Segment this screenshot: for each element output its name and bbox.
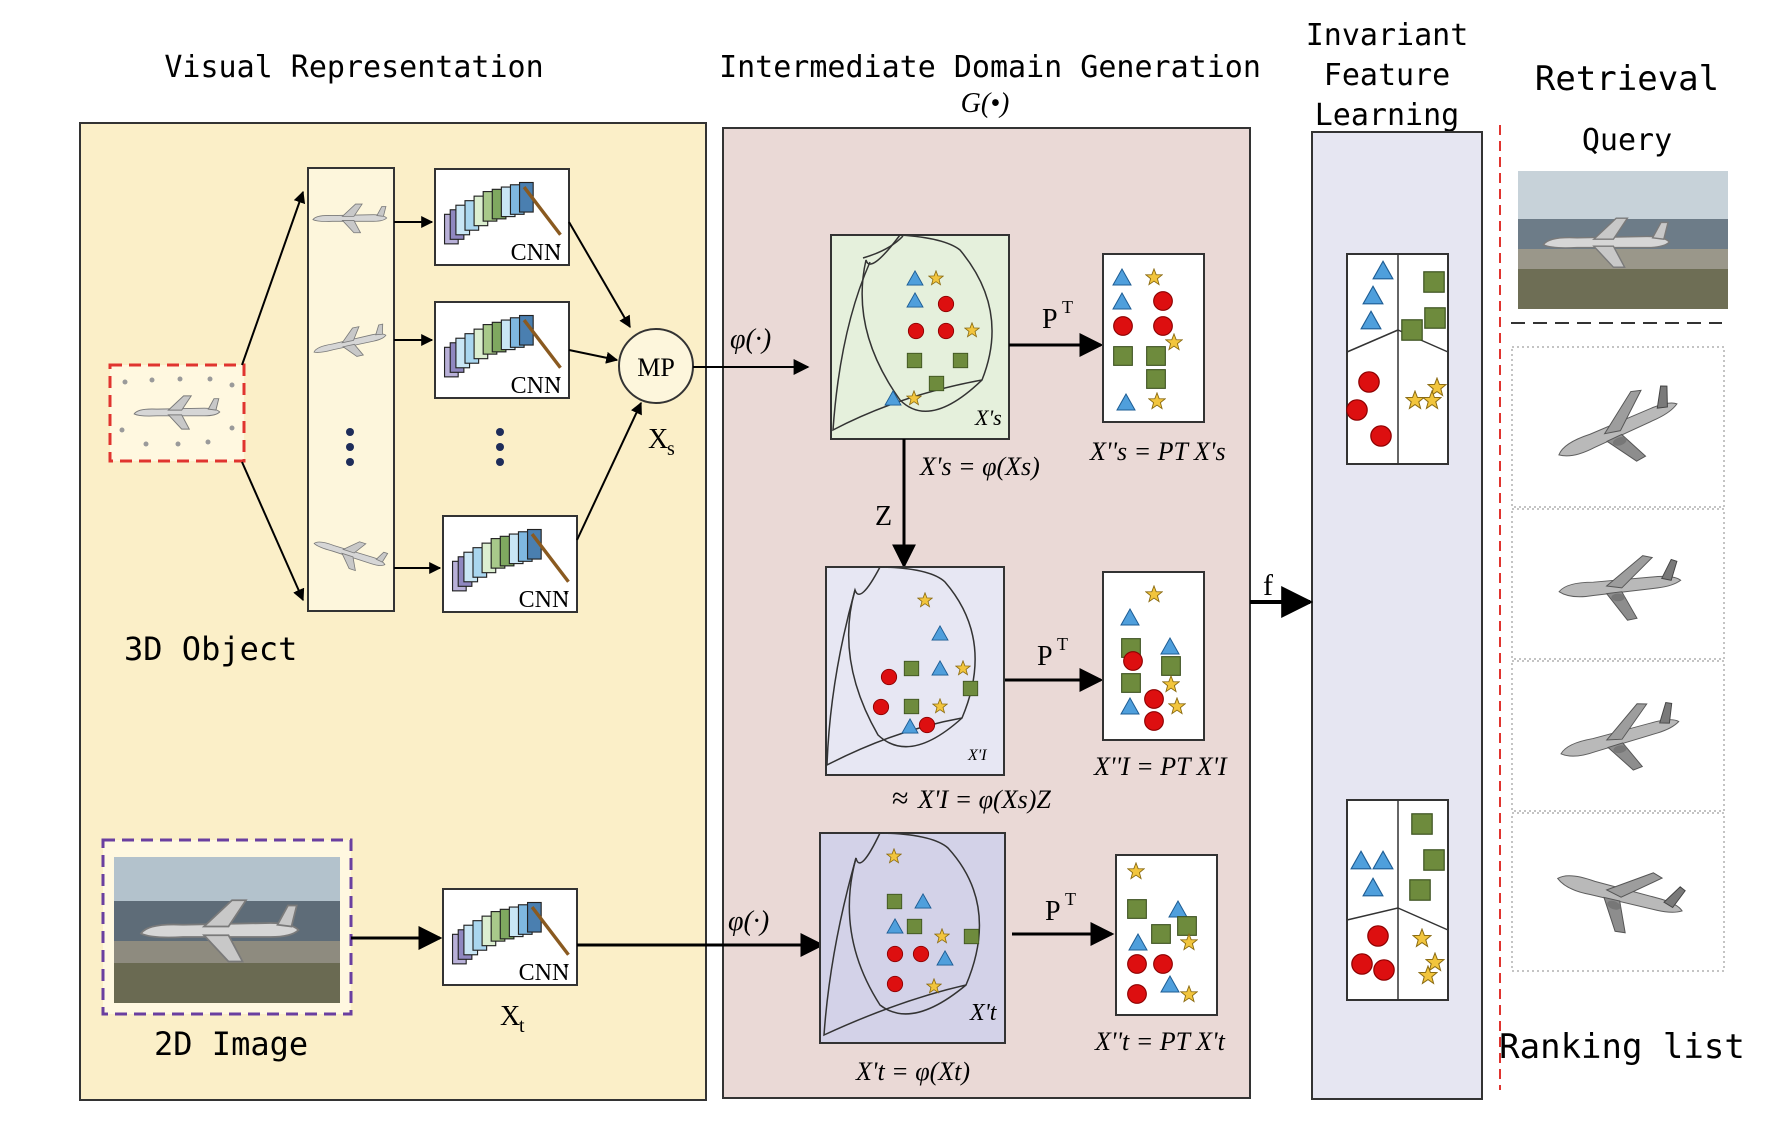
invariant-source-box — [1346, 253, 1449, 465]
source-feature-panel — [830, 234, 1010, 440]
label-ranking-list: Ranking list — [1499, 1027, 1745, 1067]
equation-xs-double-prime: X''s = PT X's — [1089, 437, 1226, 466]
svg-text:P: P — [1042, 304, 1058, 335]
label-phi-target: φ(·) — [728, 906, 769, 937]
label-pt-3: P T — [1045, 889, 1076, 927]
svg-text:T: T — [1065, 889, 1076, 909]
object-3d-thumbnail — [108, 363, 246, 463]
label-xi-panel: X'I — [967, 747, 987, 764]
equation-xi-double-prime: X''I = PT X'I — [1093, 752, 1228, 781]
equation-xt-prime: X't = φ(Xt) — [855, 1057, 970, 1086]
equation-xs-prime: X's = φ(Xs) — [919, 452, 1040, 481]
ellipsis-views — [346, 428, 354, 466]
label-xs: X s — [648, 424, 675, 460]
label-2d-image: 2D Image — [154, 1025, 308, 1063]
projected-source-box — [1102, 253, 1205, 423]
arrow-object-to-view-bottom — [241, 461, 305, 602]
svg-text:t: t — [519, 1015, 525, 1037]
svg-text:P: P — [1037, 641, 1053, 672]
equation-xt-double-prime: X''t = PT X't — [1094, 1027, 1226, 1056]
svg-text:s: s — [667, 438, 675, 460]
label-pt-1: P T — [1042, 297, 1073, 335]
header-retrieval: Retrieval — [1535, 59, 1719, 99]
header-intermediate-domain: Intermediate Domain Generation — [719, 50, 1261, 85]
arrow-object-to-view-top — [241, 190, 306, 366]
header-invariant-line1: Invariant — [1306, 18, 1469, 53]
label-pt-2: P T — [1037, 634, 1068, 672]
cnn-block-3: CNN — [442, 515, 578, 613]
cnn-block-2: CNN — [434, 301, 570, 399]
label-z: Z — [875, 501, 892, 532]
projected-target-box — [1115, 854, 1218, 1016]
arrow-cnn1-to-mp — [568, 221, 631, 329]
svg-text:CNN: CNN — [519, 960, 570, 986]
label-xs-panel: X's — [974, 405, 1002, 430]
svg-text:T: T — [1057, 634, 1068, 654]
cnn-block-1: CNN — [434, 168, 570, 266]
label-3d-object: 3D Object — [124, 630, 297, 668]
svg-text:CNN: CNN — [519, 587, 570, 613]
image-2d-thumbnail — [101, 838, 353, 1016]
header-visual-representation: Visual Representation — [164, 50, 543, 85]
projected-intermediate-box — [1102, 571, 1205, 741]
label-mp: MP — [637, 353, 675, 382]
svg-text:CNN: CNN — [511, 240, 562, 266]
equation-xi-prime: X'I = φ(Xs)Z — [917, 785, 1051, 814]
svg-text:CNN: CNN — [511, 373, 562, 399]
rendered-views-column — [307, 167, 395, 612]
label-phi-source: φ(·) — [730, 324, 771, 355]
svg-text:P: P — [1045, 896, 1061, 927]
header-invariant-line2: Feature — [1324, 58, 1450, 93]
ranking-list — [1511, 346, 1725, 972]
query-image — [1518, 171, 1728, 309]
label-xt-panel: X't — [969, 1000, 998, 1026]
svg-text:X: X — [500, 1001, 520, 1032]
label-query: Query — [1582, 123, 1672, 158]
arrow-cnn2-to-mp — [568, 349, 619, 364]
approx-symbol: ≈ — [892, 782, 908, 815]
header-invariant-line3: Learning — [1315, 98, 1460, 133]
label-xt: X t — [500, 1001, 525, 1037]
arrow-cnn3-to-mp — [576, 401, 642, 541]
invariant-target-box — [1346, 799, 1449, 1001]
svg-text:T: T — [1062, 297, 1073, 317]
ellipsis-cnns — [496, 428, 504, 466]
label-f: f — [1263, 569, 1273, 602]
header-g-function: G(•) — [961, 88, 1010, 119]
svg-text:X: X — [648, 424, 668, 455]
cnn-block-image: CNN — [442, 888, 578, 986]
